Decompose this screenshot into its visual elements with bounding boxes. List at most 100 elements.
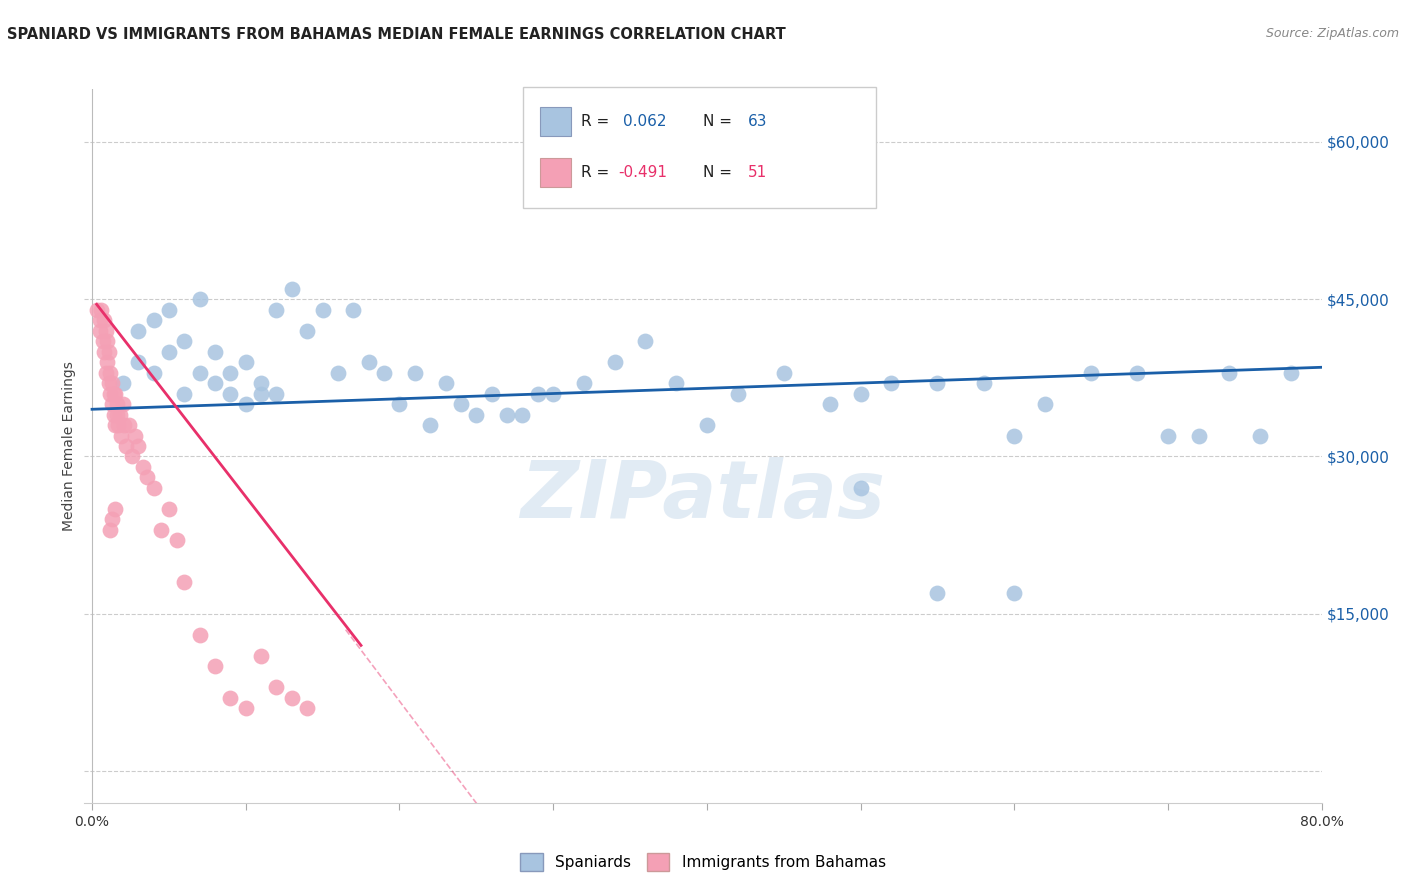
Point	[849, 481, 872, 495]
Point	[96, 355, 118, 369]
Point	[100, 366, 122, 380]
Point	[1080, 366, 1102, 380]
Point	[101, 397, 124, 411]
Point	[104, 502, 127, 516]
Point	[107, 417, 129, 432]
Point	[219, 366, 242, 380]
Point	[166, 533, 188, 548]
Point	[90, 302, 112, 317]
Point	[121, 450, 143, 464]
Point	[188, 366, 211, 380]
Point	[281, 282, 304, 296]
Point	[434, 376, 457, 390]
Point	[86, 302, 108, 317]
Point	[157, 502, 180, 516]
Point	[101, 376, 124, 390]
Point	[665, 376, 688, 390]
Text: Source: ZipAtlas.com: Source: ZipAtlas.com	[1265, 27, 1399, 40]
Text: R =: R =	[581, 114, 614, 129]
Legend: Spaniards, Immigrants from Bahamas: Spaniards, Immigrants from Bahamas	[515, 847, 891, 877]
Point	[1218, 366, 1240, 380]
Point	[512, 408, 534, 422]
Point	[297, 701, 319, 715]
Point	[297, 324, 319, 338]
Point	[696, 417, 718, 432]
Point	[105, 397, 128, 411]
Point	[481, 386, 503, 401]
Point	[419, 417, 441, 432]
Point	[250, 648, 273, 663]
Point	[204, 659, 226, 673]
Point	[357, 355, 380, 369]
Point	[727, 386, 749, 401]
Point	[342, 302, 364, 317]
Point	[927, 586, 949, 600]
Point	[97, 376, 120, 390]
Point	[541, 386, 564, 401]
Point	[157, 302, 180, 317]
Point	[142, 313, 165, 327]
Point	[1279, 366, 1302, 380]
Point	[115, 439, 138, 453]
Point	[465, 408, 488, 422]
Point	[103, 386, 125, 401]
Text: 63: 63	[748, 114, 768, 129]
Point	[94, 366, 117, 380]
Point	[973, 376, 995, 390]
Point	[101, 512, 124, 526]
Point	[250, 376, 273, 390]
Point	[96, 334, 118, 348]
Point	[1002, 428, 1025, 442]
Point	[526, 386, 548, 401]
Text: N =: N =	[703, 114, 737, 129]
Point	[311, 302, 333, 317]
Text: ZIPatlas: ZIPatlas	[520, 457, 886, 535]
Point	[93, 313, 115, 327]
Point	[142, 366, 165, 380]
Point	[849, 386, 872, 401]
Point	[404, 366, 426, 380]
Point	[1249, 428, 1271, 442]
Point	[112, 417, 135, 432]
Point	[127, 355, 149, 369]
Point	[1157, 428, 1180, 442]
Point	[124, 428, 146, 442]
Point	[818, 397, 841, 411]
Point	[150, 523, 173, 537]
Point	[1188, 428, 1211, 442]
Point	[157, 344, 180, 359]
Point	[204, 376, 226, 390]
Text: N =: N =	[703, 165, 737, 180]
Point	[188, 292, 211, 306]
Point	[266, 386, 288, 401]
Point	[450, 397, 472, 411]
Point	[772, 366, 794, 380]
Point	[373, 366, 395, 380]
Point	[110, 428, 132, 442]
Point	[132, 460, 155, 475]
Point	[93, 344, 115, 359]
Point	[326, 366, 349, 380]
Point	[235, 701, 257, 715]
Point	[1033, 397, 1056, 411]
Point	[219, 386, 242, 401]
Point	[572, 376, 595, 390]
Point	[250, 386, 273, 401]
Point	[388, 397, 411, 411]
Point	[111, 397, 134, 411]
Point	[927, 376, 949, 390]
Point	[100, 523, 122, 537]
Text: 0.062: 0.062	[623, 114, 666, 129]
Point	[127, 324, 149, 338]
Text: R =: R =	[581, 165, 614, 180]
Point	[89, 324, 111, 338]
Text: 51: 51	[748, 165, 768, 180]
Point	[880, 376, 903, 390]
Point	[235, 397, 257, 411]
Point	[266, 681, 288, 695]
Point	[89, 313, 111, 327]
Point	[1126, 366, 1149, 380]
Text: -0.491: -0.491	[619, 165, 668, 180]
Point	[188, 628, 211, 642]
Point	[219, 690, 242, 705]
